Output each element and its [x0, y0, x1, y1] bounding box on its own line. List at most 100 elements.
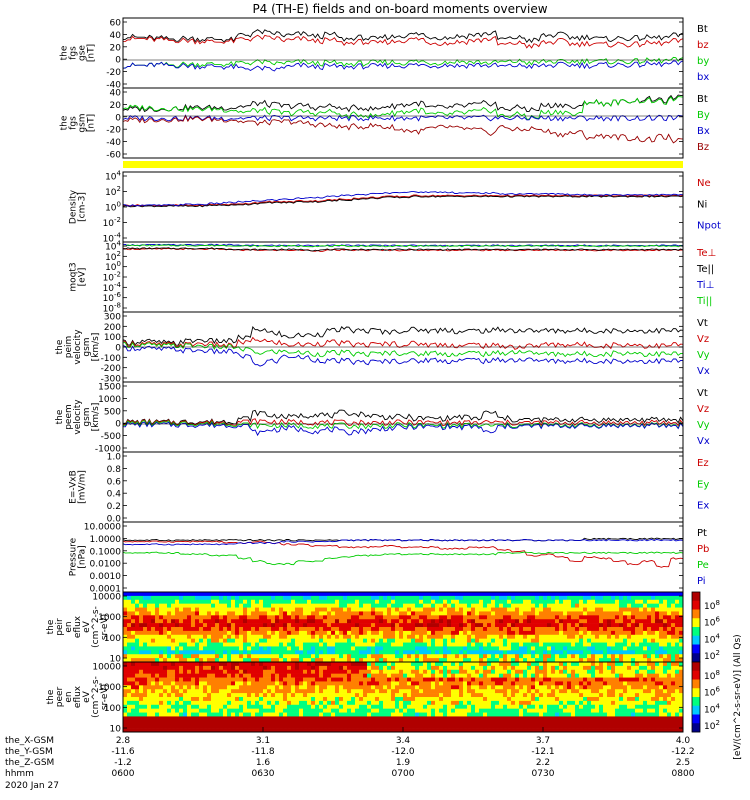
heatmap-cell	[223, 669, 228, 674]
heatmap-cell	[555, 658, 560, 663]
heatmap-cell	[395, 630, 400, 636]
heatmap-cell	[631, 603, 636, 608]
heatmap-cell	[539, 712, 544, 717]
heatmap-cell	[443, 642, 448, 647]
y-tick-label: 0.8	[107, 465, 122, 475]
heatmap-cell	[319, 627, 324, 632]
heatmap-cell	[571, 627, 576, 632]
heatmap-cell	[527, 673, 532, 678]
heatmap-cell	[427, 650, 432, 655]
heatmap-cell	[135, 681, 140, 686]
heatmap-cell	[359, 665, 364, 671]
heatmap-cell	[187, 704, 192, 709]
heatmap-cell	[379, 607, 384, 612]
heatmap-cell	[251, 685, 256, 690]
heatmap-cell	[559, 595, 564, 601]
legend-label: Ey	[697, 479, 709, 490]
heatmap-cell	[331, 720, 336, 725]
heatmap-cell	[547, 619, 552, 624]
heatmap-cell	[379, 634, 384, 639]
heatmap-cell	[659, 619, 664, 624]
heatmap-cell	[491, 677, 496, 682]
heatmap-cell	[215, 708, 220, 713]
heatmap-cell	[335, 630, 340, 636]
heatmap-cell	[223, 615, 228, 620]
heatmap-cell	[403, 603, 408, 608]
y-tick-label: 100	[105, 260, 121, 273]
heatmap-cell	[207, 595, 212, 601]
heatmap-cell	[659, 592, 664, 597]
heatmap-cell	[363, 724, 368, 729]
heatmap-cell	[587, 689, 592, 694]
heatmap-cell	[291, 673, 296, 678]
heatmap-cell	[543, 630, 548, 636]
heatmap-cell	[315, 650, 320, 655]
heatmap-cell	[239, 700, 244, 706]
heatmap-cell	[275, 685, 280, 690]
heatmap-cell	[351, 650, 356, 655]
heatmap-cell	[243, 669, 248, 674]
heatmap-cell	[171, 627, 176, 632]
series-line-fgs_gse	[122, 34, 684, 49]
heatmap-cell	[575, 627, 580, 632]
heatmap-cell	[239, 708, 244, 713]
heatmap-cell	[399, 689, 404, 694]
heatmap-cell	[595, 634, 600, 639]
heatmap-cell	[271, 599, 276, 604]
heatmap-cell	[531, 623, 536, 628]
heatmap-cell	[147, 685, 152, 690]
heatmap-cell	[483, 611, 488, 616]
heatmap-cell	[371, 681, 376, 686]
heatmap-cell	[259, 646, 264, 651]
legend-label: Pt	[697, 528, 707, 539]
heatmap-cell	[367, 592, 372, 597]
heatmap-cell	[351, 700, 356, 706]
heatmap-cell	[207, 681, 212, 686]
heatmap-cell	[167, 654, 172, 659]
heatmap-cell	[407, 697, 412, 702]
heatmap-cell	[583, 681, 588, 686]
heatmap-cell	[263, 689, 268, 694]
heatmap-cell	[147, 662, 152, 667]
heatmap-cell	[147, 665, 152, 671]
heatmap-cell	[531, 595, 536, 601]
heatmap-cell	[679, 595, 684, 601]
heatmap-cell	[555, 630, 560, 636]
heatmap-cell	[479, 677, 484, 682]
heatmap-cell	[387, 708, 392, 713]
heatmap-cell	[235, 595, 240, 601]
legend-label: Bx	[697, 126, 710, 137]
heatmap-cell	[327, 634, 332, 639]
heatmap-cell	[591, 630, 596, 636]
heatmap-cell	[647, 630, 652, 636]
heatmap-cell	[339, 599, 344, 604]
heatmap-cell	[367, 630, 372, 636]
heatmap-cell	[431, 658, 436, 663]
heatmap-cell	[367, 654, 372, 659]
heatmap-cell	[507, 697, 512, 702]
heatmap-cell	[467, 712, 472, 717]
heatmap-cell	[315, 677, 320, 682]
heatmap-cell	[427, 712, 432, 717]
heatmap-cell	[263, 638, 268, 643]
heatmap-cell	[419, 685, 424, 690]
heatmap-cell	[503, 592, 508, 597]
heatmap-cell	[455, 673, 460, 678]
heatmap-cell	[339, 630, 344, 636]
heatmap-cell	[555, 716, 560, 721]
heatmap-cell	[211, 592, 216, 597]
y-tick-label: -300	[101, 375, 122, 385]
heatmap-cell	[139, 627, 144, 632]
heatmap-cell	[351, 697, 356, 702]
heatmap-cell	[311, 607, 316, 612]
heatmap-cell	[675, 630, 680, 636]
heatmap-cell	[567, 700, 572, 706]
heatmap-cell	[379, 669, 384, 674]
heatmap-cell	[487, 634, 492, 639]
heatmap-cell	[535, 592, 540, 597]
heatmap-cell	[283, 595, 288, 601]
heatmap-cell	[567, 704, 572, 709]
heatmap-cell	[387, 627, 392, 632]
heatmap-cell	[327, 595, 332, 601]
heatmap-cell	[147, 728, 152, 733]
